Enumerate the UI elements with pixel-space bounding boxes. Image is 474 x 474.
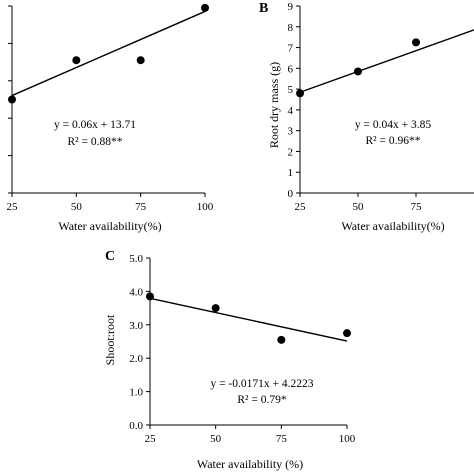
- panel-b-data-point: [412, 38, 420, 47]
- panel-b-equation: y = 0.04x + 3.85: [355, 119, 431, 131]
- panel-b-x-tick-label: 75: [411, 201, 423, 213]
- panel-b-y-tick-label: 9: [288, 1, 294, 13]
- panel-b-marks: 25 50 75 0 1 2 3 4 5 6 7 8 9: [288, 1, 474, 213]
- panel-b-y-tick-label: 3: [288, 126, 294, 138]
- panel-a-equation: y = 0.06x + 13.71: [54, 119, 136, 131]
- panel-a-data-point: [72, 56, 81, 65]
- panel-b-x-tick-label: 25: [295, 201, 307, 213]
- panel-b-data-point: [296, 89, 304, 98]
- panel-b-xlabel: Water availability(%): [341, 219, 444, 233]
- panel-a-x-tick-label: 25: [7, 201, 19, 213]
- panel-c-letter: C: [105, 249, 115, 264]
- panel-c-data-point: [277, 335, 286, 344]
- panel-b-y-tick-label: 8: [288, 22, 294, 34]
- panel-b: B 25 50 75 0 1 2 3 4 5 6 7 8 9 y = 0.04x + 3.85 R² =…: [259, 1, 474, 233]
- panel-c-x-tick-label: 50: [210, 433, 222, 445]
- panel-a-data-point: [136, 56, 145, 65]
- panel-c-trend-line: [149, 297, 348, 342]
- panel-a-x-tick-label: 100: [197, 201, 214, 213]
- panel-a-data-point: [201, 3, 209, 12]
- panel-c-r2: R² = 0.79*: [237, 394, 286, 406]
- panel-c-marks: 25 50 75 100 0.0 1.0 2.0 3.0 4.0 5.0: [129, 253, 356, 445]
- panel-c-y-tick-label: 2.0: [129, 353, 143, 365]
- panel-c-x-tick-label: 75: [276, 433, 288, 445]
- panel-b-y-tick-label: 2: [288, 146, 294, 158]
- panel-c-y-tick-label: 1.0: [129, 387, 143, 399]
- panel-a-data-point: [8, 95, 16, 104]
- panel-b-x-tick-label: 50: [353, 201, 365, 213]
- panel-b-y-tick-label: 4: [288, 105, 294, 117]
- panel-b-y-tick-label: 1: [288, 167, 294, 179]
- panel-c-data-point: [146, 292, 154, 301]
- panel-b-r2: R² = 0.96**: [366, 135, 421, 147]
- panel-c-ylabel: Shoot:root: [103, 314, 117, 365]
- panel-b-ylabel: Root dry mass (g): [267, 62, 281, 148]
- panel-a-x-tick-label: 75: [135, 201, 147, 213]
- panel-a-x-tick-label: 50: [71, 201, 83, 213]
- panel-b-letter: B: [259, 1, 268, 16]
- panel-b-data-point: [354, 67, 362, 76]
- panel-c-x-tick-label: 100: [339, 433, 356, 445]
- panel-b-y-tick-label: 7: [288, 43, 294, 55]
- panel-a-xlabel: Water availability(%): [58, 219, 161, 233]
- panel-c-y-tick-label: 4.0: [129, 286, 143, 298]
- panel-c-y-tick-label: 0.0: [129, 420, 143, 432]
- panel-b-trend-line: [299, 29, 474, 93]
- panel-c-data-point: [343, 329, 351, 338]
- panel-c-y-tick-label: 3.0: [129, 320, 143, 332]
- panel-a-trend-line: [11, 10, 206, 97]
- panel-a-marks: 25 50 75 100: [7, 3, 214, 213]
- panel-c-y-tick-label: 5.0: [129, 253, 143, 265]
- panel-a-r2: R² = 0.88**: [68, 136, 123, 148]
- panel-b-y-tick-label: 0: [288, 188, 294, 200]
- panel-c: C 25 50 75 100 0.0 1.0 2.0 3.0 4.0 5.0 y = -0.017…: [103, 249, 356, 471]
- panel-b-y-tick-label: 5: [288, 84, 294, 96]
- panel-c-data-point: [211, 304, 220, 313]
- panel-c-equation: y = -0.0171x + 4.2223: [210, 378, 313, 390]
- panel-c-x-tick-label: 25: [145, 433, 157, 445]
- panel-a: 25 50 75 100 y = 0.06x + 13.71 R² = 0.88** …: [7, 3, 214, 233]
- panel-b-y-tick-label: 6: [288, 63, 294, 75]
- panel-c-xlabel: Water availability (%): [197, 457, 303, 471]
